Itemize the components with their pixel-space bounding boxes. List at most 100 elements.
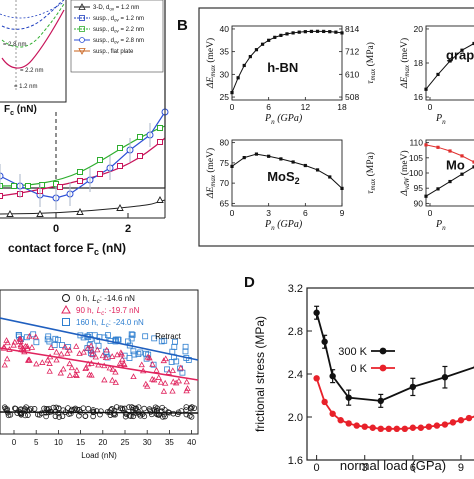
data-point xyxy=(0,194,3,199)
panel-c-xtick: 40 xyxy=(187,438,196,447)
panel-c-xtick: 20 xyxy=(98,438,107,447)
data-point xyxy=(98,158,103,163)
panel-b-data-point xyxy=(255,48,258,51)
panel-d-letter: D xyxy=(244,274,255,291)
panel-c-annotation: Retract xyxy=(155,332,182,341)
data-point xyxy=(78,179,83,184)
panel-d-xtick: 0 xyxy=(314,462,320,474)
panel-d-data-point xyxy=(378,426,384,432)
panel-b-ytick: 20 xyxy=(414,24,424,34)
panel-d-ytick: 2.0 xyxy=(288,412,303,424)
panel-d-ylabel: frictional stress (MPa) xyxy=(253,316,267,432)
panel-b-data-point xyxy=(285,32,288,35)
panel-d-legend-label-300k: 300 K xyxy=(338,346,367,358)
panel-d-data-point xyxy=(345,420,351,426)
panel-d-data-point xyxy=(410,425,416,431)
panel-c-xtick: 5 xyxy=(34,438,39,447)
panel-d-data-point xyxy=(321,399,327,405)
panel-b-data-point xyxy=(298,31,301,34)
panel-b-data-point xyxy=(334,31,337,34)
panel-d-data-point xyxy=(354,422,360,428)
panel-b-ytick: 100 xyxy=(409,168,423,178)
panel-d-data-point xyxy=(378,398,384,404)
panel-b-y2tick: 610 xyxy=(345,69,359,79)
panel-a-inset-label-1: = 2.8 nm xyxy=(3,42,27,48)
panel-b-ylabel: ΔEmax (meV) xyxy=(205,148,217,199)
panel-b-y2tick: 712 xyxy=(345,47,359,57)
svg-text:susp., flat plate: susp., flat plate xyxy=(93,49,134,55)
panel-d-data-point xyxy=(410,384,416,390)
panel-b-data-point xyxy=(328,30,331,33)
panel-b-ytick: 105 xyxy=(409,153,423,163)
panel-a-inset: = 2.8 nm = 2.2 nm = 1.2 nm Fc (nN) xyxy=(0,0,66,117)
panel-c-xtick: 10 xyxy=(54,438,63,447)
panel-b-data-point xyxy=(230,91,233,94)
panel-b-data-point xyxy=(424,195,427,198)
panel-b-data-point xyxy=(292,31,295,34)
panel-b-xtick: 0 xyxy=(428,208,433,218)
panel-b-ytick: 80 xyxy=(220,138,230,148)
panel-c-xtick: 15 xyxy=(76,438,85,447)
panel-d-data-point xyxy=(442,374,448,380)
panel-b-data-point xyxy=(460,173,463,176)
panel-d-data-point xyxy=(450,419,456,425)
panel-b-subplot-frame xyxy=(426,26,474,100)
panel-d-data-point xyxy=(337,417,343,423)
panel-d-xtick: 9 xyxy=(458,462,464,474)
panel-a-inset-label-2: = 2.2 nm xyxy=(20,68,44,74)
panel-b-ytick: 75 xyxy=(220,158,230,168)
panel-b-ylabel: ΔEmax (meV) xyxy=(205,38,217,89)
panel-d-xlabel: normal load (GPa) xyxy=(340,458,446,473)
panel-b-y2tick: 508 xyxy=(345,92,359,102)
panel-b-data-point xyxy=(304,30,307,33)
panel-b-ytick: 16 xyxy=(414,92,424,102)
panel-d-data-point xyxy=(434,422,440,428)
panel-d-data-point xyxy=(370,425,376,431)
panel-d-ytick: 2.8 xyxy=(288,326,303,338)
panel-b-data-point xyxy=(448,149,451,152)
data-point xyxy=(138,154,143,159)
svg-text:susp., dov = 1.2 nm: susp., dov = 1.2 nm xyxy=(93,16,144,23)
panel-d-data-point xyxy=(321,339,327,345)
panel-b-xtick: 6 xyxy=(303,208,308,218)
panel-b-data-point xyxy=(424,143,427,146)
panel-d-data-point xyxy=(458,417,464,423)
panel-b-data-point xyxy=(267,39,270,42)
svg-text:susp., dov = 2.2 nm: susp., dov = 2.2 nm xyxy=(93,27,144,34)
panel-d-data-point xyxy=(386,426,392,432)
panel-b-data-point xyxy=(304,164,307,167)
panel-b-data-point xyxy=(316,30,319,33)
panel-d-legend-label-0k: 0 K xyxy=(350,363,367,375)
circle-marker-icon xyxy=(80,38,85,43)
panel-b-ytick: 35 xyxy=(220,47,230,57)
data-point xyxy=(138,135,143,140)
panel-d-data-point xyxy=(313,375,319,381)
panel-d-data-point xyxy=(466,415,472,421)
panel-b-data-point xyxy=(436,146,439,149)
panel-c-xlabel: Load (nN) xyxy=(81,451,117,460)
panel-c-xtick: 0 xyxy=(12,438,17,447)
panel-c-xtick: 25 xyxy=(121,438,130,447)
panel-b-data-point xyxy=(261,43,264,46)
panel-d-data-point xyxy=(418,425,424,431)
panel-b-xtick: 18 xyxy=(337,102,347,112)
panel-b-ytick: 40 xyxy=(220,24,230,34)
panel-b-data-point xyxy=(436,73,439,76)
panel-b-data-point xyxy=(310,30,313,33)
panel-a-inset-label-3: = 1.2 nm xyxy=(14,84,38,90)
panel-c-xtick: 30 xyxy=(143,438,152,447)
panel-b-ytick: 65 xyxy=(220,198,230,208)
data-point xyxy=(12,184,17,189)
panel-b-xtick: 0 xyxy=(230,102,235,112)
panel-b-ylabel: ΔEmax (meV) xyxy=(399,38,411,89)
panel-b-xtick: 9 xyxy=(340,208,345,218)
panel-d-ytick: 2.4 xyxy=(288,369,303,381)
panel-b-xtick: 3 xyxy=(266,208,271,218)
data-point xyxy=(118,146,123,151)
panel-b-data-point xyxy=(279,157,282,160)
panel-b-ytick: 30 xyxy=(220,69,230,79)
panel-d-data-point xyxy=(329,411,335,417)
panel-d-ytick: 3.2 xyxy=(288,283,303,295)
data-point xyxy=(118,164,123,169)
